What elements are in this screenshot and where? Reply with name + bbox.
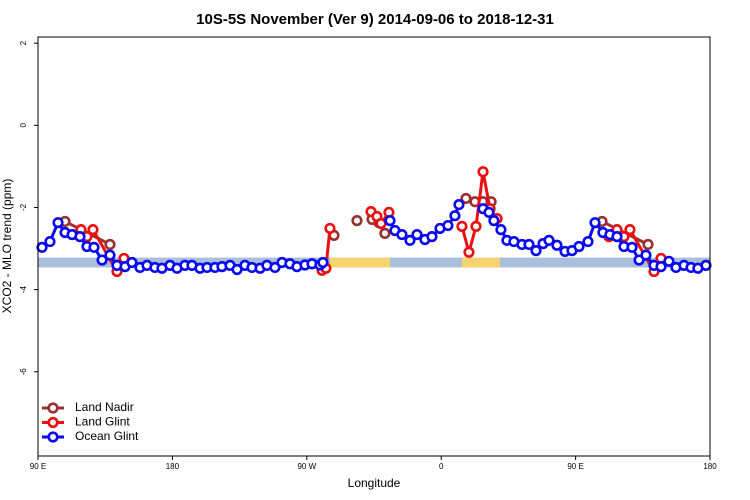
data-point <box>404 234 416 246</box>
data-point <box>624 224 636 236</box>
y-tick-label: 2 <box>19 40 28 45</box>
data-point <box>396 228 408 241</box>
data-point <box>463 246 475 258</box>
x-tick-label: 180 <box>166 462 180 471</box>
legend-marker <box>47 431 59 443</box>
data-point <box>324 222 336 235</box>
x-tick-label: 90 E <box>567 462 583 471</box>
data-point <box>426 231 438 243</box>
data-point <box>104 238 116 251</box>
data-point <box>470 220 482 232</box>
legend-marker <box>47 416 59 429</box>
data-point <box>384 215 396 227</box>
data-point <box>460 192 472 205</box>
y-tick-label: -6 <box>19 368 28 376</box>
data-point <box>530 245 542 257</box>
y-tick-label: 0 <box>19 123 28 128</box>
data-point <box>655 261 667 273</box>
x-axis-label: Longitude <box>348 476 401 490</box>
y-tick-label: -2 <box>19 203 28 211</box>
y-axis-label: XCO2 - MLO trend (ppm) <box>0 179 14 314</box>
plot-frame <box>37 36 711 457</box>
legend-label: Land Nadir <box>75 400 134 414</box>
chart-title: 10S-5S November (Ver 9) 2014-09-06 to 20… <box>196 11 554 28</box>
data-point <box>589 217 601 229</box>
data-point <box>88 241 100 253</box>
legend-marker <box>47 402 59 414</box>
data-point <box>96 254 108 266</box>
data-point <box>663 255 675 267</box>
data-point <box>44 235 56 248</box>
data-point <box>626 241 638 253</box>
data-point <box>104 249 116 261</box>
y-tick-label: -4 <box>19 286 28 294</box>
data-point <box>126 256 138 269</box>
data-point <box>611 231 623 243</box>
data-point <box>543 234 555 246</box>
data-point <box>551 239 563 251</box>
data-point <box>317 256 329 269</box>
x-tick-label: 90 W <box>297 462 316 471</box>
data-point <box>495 224 507 236</box>
x-tick-label: 180 <box>703 462 717 471</box>
data-point <box>269 261 281 274</box>
data-point <box>379 227 391 239</box>
data-point <box>582 235 594 248</box>
data-point <box>700 259 712 271</box>
data-point <box>573 240 585 253</box>
data-point <box>453 199 465 211</box>
land-segment <box>461 257 501 268</box>
data-point <box>52 217 64 229</box>
data-point <box>442 219 454 232</box>
data-point <box>483 206 495 219</box>
data-point <box>640 249 652 261</box>
x-tick-label: 90 E <box>30 462 46 471</box>
data-point <box>477 166 489 178</box>
data-point <box>456 220 468 232</box>
legend-label: Ocean Glint <box>75 429 139 443</box>
data-point <box>411 228 423 241</box>
land-segment <box>329 257 390 268</box>
legend-label: Land Glint <box>75 415 130 429</box>
data-point <box>87 224 99 236</box>
data-point <box>523 238 535 251</box>
data-point <box>642 238 654 251</box>
data-point <box>449 210 461 222</box>
band-layer <box>38 257 710 268</box>
data-point <box>375 217 387 230</box>
plot-layer <box>36 166 712 278</box>
data-point <box>36 241 48 253</box>
x-tick-label: 0 <box>439 462 444 471</box>
data-point <box>351 215 363 227</box>
data-point <box>74 231 86 243</box>
data-point <box>488 215 500 227</box>
